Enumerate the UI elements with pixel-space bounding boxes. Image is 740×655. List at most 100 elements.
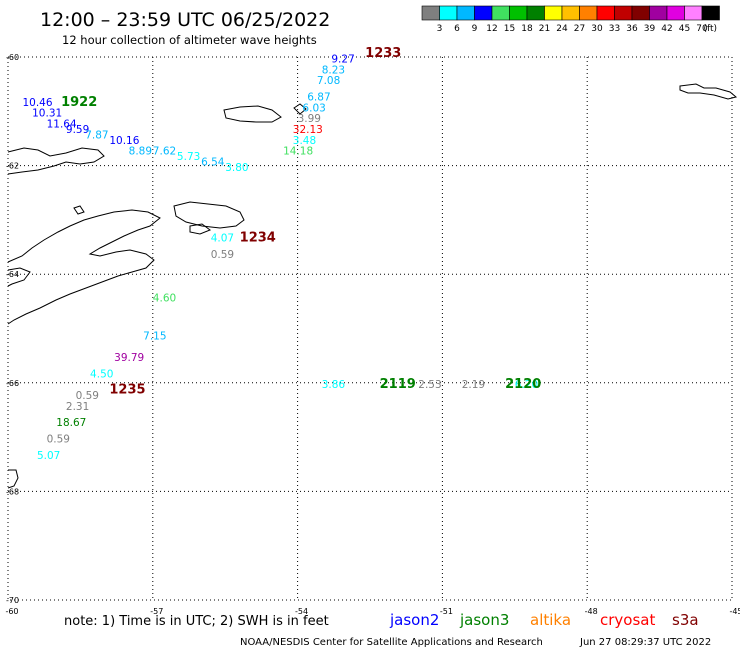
scale-tick-label: 12 <box>486 24 497 34</box>
wave-height-value: 6.03 <box>302 102 325 114</box>
satellite-legend: jason2 jason3 altika cryosat s3a <box>389 611 699 629</box>
wave-height-value: 0.59 <box>211 249 234 261</box>
scale-swatch <box>666 5 685 21</box>
wave-height-value: 14.18 <box>283 146 313 158</box>
wave-height-value: 10.31 <box>32 108 62 120</box>
wave-height-value: 32.13 <box>293 124 323 136</box>
wave-height-value: 4.50 <box>90 368 113 380</box>
wave-height-value: 10.16 <box>109 135 139 147</box>
scale-swatch <box>509 5 528 21</box>
wave-height-value: 9.27 <box>331 53 354 65</box>
island-outline-northeast <box>679 83 738 100</box>
wave-height-value: 2.19 <box>462 379 485 391</box>
pass-number-label: 1234 <box>240 231 276 246</box>
wave-height-value: 0.59 <box>76 390 99 402</box>
footer-credit: NOAA/NESDIS Center for Satellite Applica… <box>240 637 543 648</box>
scale-tick-label: 24 <box>556 24 568 34</box>
coast-outline-southwest <box>7 267 31 287</box>
wave-height-value: 6.54 <box>201 157 225 169</box>
wave-height-value: 7.87 <box>85 129 108 141</box>
wave-height-value: 8.23 <box>322 64 345 76</box>
scale-swatch <box>544 5 563 21</box>
map-frame <box>7 56 733 601</box>
scale-tick-label: 6 <box>454 24 460 34</box>
wave-height-value: 3.48 <box>293 135 316 147</box>
wave-height-value: 7.08 <box>317 75 340 87</box>
wave-height-value: 2.53 <box>418 379 441 391</box>
y-tick-label: -70 <box>6 596 19 605</box>
wave-height-value: 0.59 <box>47 434 70 446</box>
wave-height-value: 3.80 <box>225 162 248 174</box>
satellite-legend-entry: s3a <box>672 611 699 629</box>
scale-swatch <box>631 5 650 21</box>
footer-note: note: 1) Time is in UTC; 2) SWH is in fe… <box>64 614 329 629</box>
chart-title: 12:00 – 23:59 UTC 06/25/2022 <box>40 9 330 31</box>
scale-swatch <box>421 5 440 21</box>
wave-height-value: 7.62 <box>153 146 176 158</box>
x-tick-label: -60 <box>5 607 18 616</box>
scale-swatch <box>491 5 510 21</box>
scale-tick-label: 18 <box>521 24 533 34</box>
wave-height-value: 11.64 <box>47 119 77 131</box>
plot-border <box>7 56 733 601</box>
satellite-legend-entry: jason3 <box>459 611 509 629</box>
scale-tick-label: 27 <box>574 24 585 34</box>
pass-number-label: 2119 <box>380 377 416 392</box>
coast-outline-peninsula <box>7 209 161 325</box>
island-outline-north <box>223 105 282 123</box>
y-tick-label: -62 <box>6 162 19 171</box>
y-tick-label: -66 <box>6 379 19 388</box>
wave-height-value: 8.89 <box>129 146 152 158</box>
scale-tick-label: 33 <box>609 24 620 34</box>
pass-number-label: 1233 <box>365 46 401 61</box>
wave-height-value: 6.20 <box>515 379 538 391</box>
island-outline-mid <box>173 201 245 229</box>
island-outline-mid-small <box>189 223 212 235</box>
scale-swatch <box>579 5 598 21</box>
wave-height-value: 9.59 <box>66 124 89 136</box>
pass-number-label: 2120 <box>505 377 541 392</box>
scale-swatch <box>456 5 475 21</box>
coast-outline-south <box>7 469 19 489</box>
pass-labels: 1233 1922 1234 1235 2119 2120 <box>61 46 541 398</box>
map-grid <box>8 57 732 600</box>
pass-number-label: 1922 <box>61 95 97 110</box>
wave-height-value: 5.07 <box>37 450 60 462</box>
scale-tick-label: 9 <box>472 24 478 34</box>
wave-height-value: 5.73 <box>177 151 200 163</box>
wave-height-value: 3.99 <box>298 113 321 125</box>
scale-swatch <box>596 5 615 21</box>
scale-tick-label: 36 <box>626 24 638 34</box>
pass-number-label: 1235 <box>109 383 145 398</box>
coast-outline-islet <box>73 205 85 215</box>
scale-tick-label: 42 <box>661 24 672 34</box>
scale-unit-label: (ft) <box>704 24 718 34</box>
wave-height-value: 6.87 <box>307 91 330 103</box>
scale-swatch <box>439 5 458 21</box>
coast-outline-west-upper <box>7 147 105 175</box>
scale-swatch <box>701 5 720 21</box>
scale-tick-label: 70 <box>696 24 708 34</box>
y-tick-label: -64 <box>6 270 19 279</box>
wave-height-value: 4.60 <box>153 292 176 304</box>
coastline-outline <box>7 83 738 489</box>
x-tick-label: -48 <box>585 607 598 616</box>
scale-tick-label: 3 <box>437 24 443 34</box>
color-scale-legend: 3 6 9 12 15 18 21 24 27 30 33 36 39 42 45 70(ft) <box>421 5 720 34</box>
x-tick-label: -51 <box>440 607 453 616</box>
satellite-legend-entry: altika <box>530 611 571 629</box>
wave-height-value: 18.67 <box>56 417 86 429</box>
x-tick-label: -54 <box>295 607 308 616</box>
scale-tick-label: 39 <box>644 24 656 34</box>
y-tick-label: -68 <box>6 487 19 496</box>
scale-swatch <box>614 5 633 21</box>
satellite-legend-entry: jason2 <box>389 611 439 629</box>
scale-swatch <box>474 5 493 21</box>
scale-tick-label: 15 <box>504 24 515 34</box>
wave-height-value: 10.46 <box>22 97 52 109</box>
scale-swatch <box>561 5 580 21</box>
scale-tick-label: 30 <box>591 24 603 34</box>
